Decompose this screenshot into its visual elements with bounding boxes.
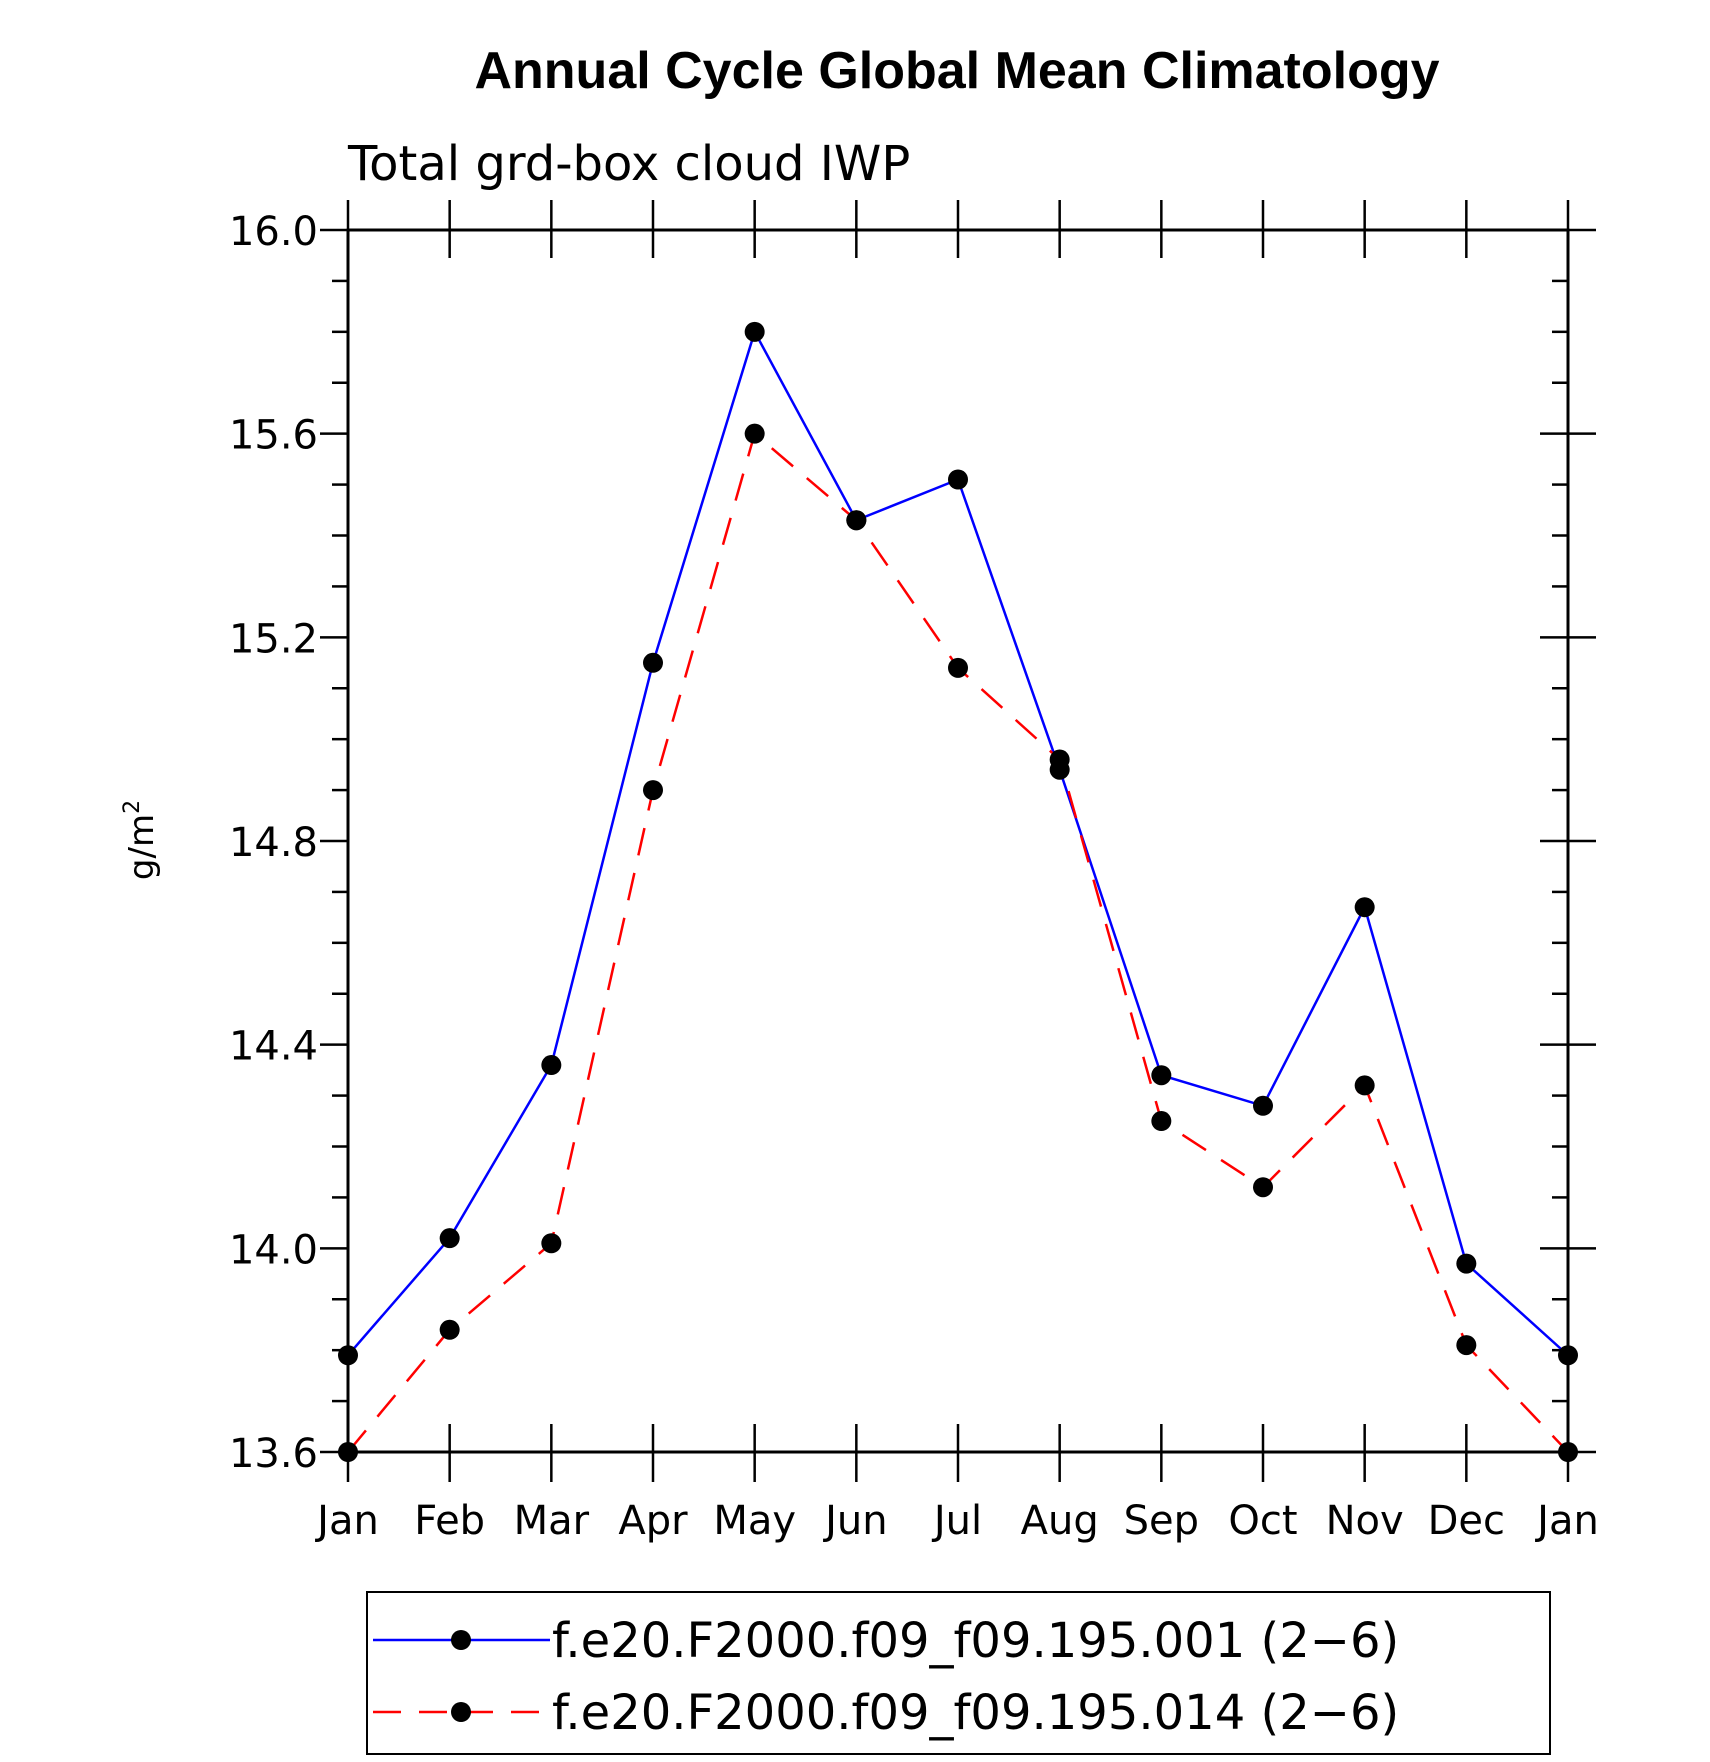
legend-box [366,1591,1551,1755]
series-2-point [338,1442,358,1462]
y-tick-label: 13.6 [229,1431,318,1477]
y-tick-label: 14.8 [229,820,318,866]
x-tick-label: Mar [514,1498,590,1544]
x-tick-label: Jul [931,1498,982,1544]
y-tick-label: 15.2 [229,616,318,662]
x-tick-label: Apr [618,1498,688,1544]
series-1-point [1151,1065,1172,1086]
x-tick-label: Jan [1534,1498,1599,1544]
legend-marker-1 [451,1630,471,1650]
series-2-point [1151,1111,1172,1132]
series-2-point [439,1319,460,1340]
series-layer [338,321,1578,1462]
series-1-point [1354,897,1375,918]
series-1-point [643,652,663,673]
y-tick-label: 14.0 [229,1227,318,1273]
y-axis-label-text: g/m [122,814,162,880]
series-2-point [643,780,663,801]
series-2-point [846,510,867,531]
series-2-point [948,657,968,678]
chart-subtitle: Total grd-box cloud IWP [347,136,910,192]
y-axis-ticks: 16.0 15.6 15.2 14.8 14.4 14.0 13.6 [229,209,1596,1477]
series-line-2 [347,431,1569,1453]
y-tick-label: 15.6 [229,413,318,459]
x-tick-label: Dec [1428,1498,1505,1544]
series-2-point [541,1233,562,1254]
x-tick-label: Nov [1326,1498,1404,1544]
series-1-point [1253,1095,1273,1116]
legend-label-2: f.e20.F2000.f09_f09.195.014 (2−6) [552,1685,1399,1741]
x-tick-label: Sep [1124,1498,1199,1544]
series-1-point [1456,1253,1477,1274]
y-tick-label: 16.0 [229,209,318,255]
x-tick-label: Oct [1228,1498,1297,1544]
legend-marker-2 [451,1702,471,1722]
series-2-point [1558,1442,1578,1462]
series-1-point [541,1055,562,1076]
plot-frame [346,228,1570,1454]
series-2-point [744,423,765,444]
y-axis-label-superscript: 2 [120,800,145,814]
x-axis-ticks: Jan Feb Mar Apr May Jun Jul Aug Sep Oct Nov Dec Jan [314,200,1599,1544]
legend-label-1: f.e20.F2000.f09_f09.195.001 (2−6) [552,1613,1399,1669]
series-2-point [1456,1335,1477,1356]
series-1-point [1558,1345,1578,1366]
series-1-point [338,1345,358,1366]
legend-items: f.e20.F2000.f09_f09.195.001 (2−6) f.e20.F… [373,1613,1399,1741]
x-tick-label: Feb [414,1498,485,1544]
x-tick-label: Jun [822,1498,888,1544]
series-1-point [744,321,765,342]
series-2-point [1354,1075,1375,1096]
chart-title: Annual Cycle Global Mean Climatology [474,42,1439,100]
y-tick-label: 14.4 [229,1024,318,1070]
series-1-point [439,1228,460,1249]
legend: f.e20.F2000.f09_f09.195.001 (2−6) f.e20.F… [366,1591,1551,1755]
series-1-point [948,469,968,490]
series-2-point [1049,749,1070,770]
x-tick-label: May [713,1498,796,1544]
y-axis-label: g/m2 [120,800,162,880]
series-2-point [1253,1177,1273,1198]
x-tick-label: Aug [1021,1498,1099,1544]
x-tick-label: Jan [314,1498,379,1544]
